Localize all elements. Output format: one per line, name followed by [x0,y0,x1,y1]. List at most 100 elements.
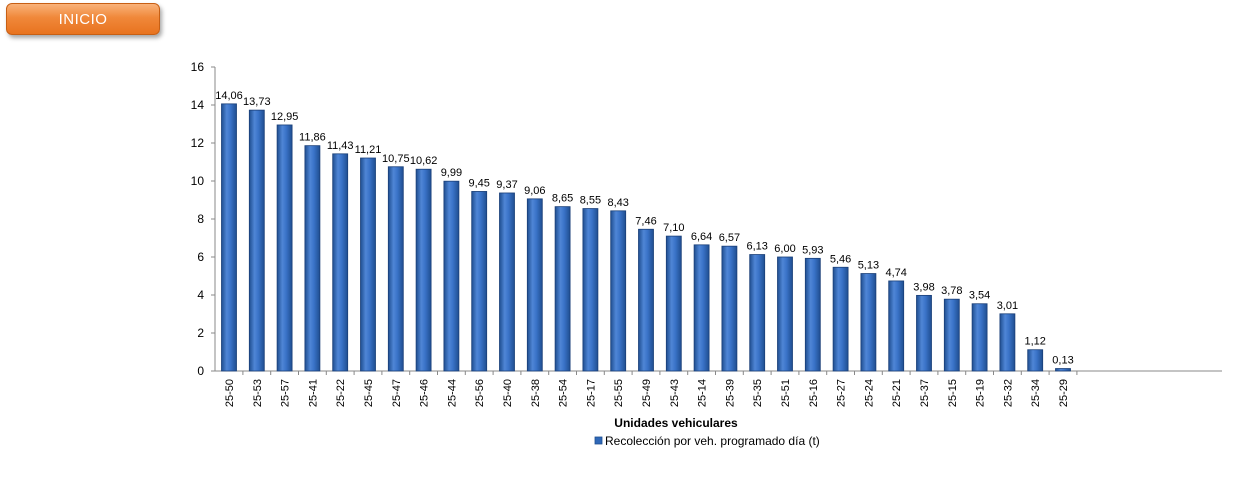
data-label: 10,62 [410,155,438,167]
bar [971,303,988,372]
data-label: 4,74 [885,267,906,279]
x-tick-label: 25-32 [1002,379,1014,407]
x-tick-label: 25-14 [697,379,709,407]
data-label: 3,01 [997,300,1018,312]
x-tick-label: 25-41 [307,379,319,407]
data-label: 9,45 [468,177,489,189]
bar [638,228,654,372]
data-label: 6,13 [746,241,767,253]
data-label: 0,13 [1052,355,1073,367]
bar [276,124,293,372]
x-tick-label: 25-16 [808,379,820,407]
bar [916,294,932,372]
data-label: 5,13 [858,260,879,272]
data-label: 12,95 [271,111,299,123]
data-label: 8,55 [580,195,601,207]
bar [777,256,793,372]
bar [860,273,877,372]
data-label: 9,99 [441,167,462,179]
legend-label: Recolección por veh. programado día (t) [605,434,820,448]
data-label: 11,43 [327,140,354,152]
x-tick-label: 25-46 [419,379,431,407]
x-tick-label: 25-55 [613,379,625,407]
x-tick-label: 25-51 [780,379,792,407]
x-tick-label: 25-35 [752,379,764,407]
bar [415,168,432,372]
bar [471,191,488,372]
bar [1055,368,1071,372]
bar [248,109,265,372]
bar [443,180,460,372]
data-label: 10,75 [382,153,410,165]
x-tick-label: 25-43 [669,379,681,407]
data-label: 7,46 [635,215,656,227]
legend: Recolección por veh. programado día (t) [594,434,820,448]
bars-group [221,103,1071,372]
data-label: 11,21 [355,144,382,156]
x-tick-label: 25-57 [280,379,292,407]
bar [999,313,1016,372]
x-tick-label: 25-56 [474,379,486,407]
x-tick-label: 25-34 [1030,379,1042,407]
x-tick-label: 25-19 [975,379,987,407]
data-label: 11,86 [299,132,326,144]
x-tick-label: 25-22 [335,379,347,407]
inicio-button[interactable]: INICIO [6,3,160,35]
bar [554,206,571,372]
data-label: 1,12 [1024,336,1045,348]
x-tick-label: 25-24 [863,379,875,407]
bar [332,153,349,372]
data-label: 14,06 [215,90,243,102]
x-tick-label: 25-37 [919,379,931,407]
x-tick-label: 25-27 [836,379,848,407]
y-tick-label: 14 [191,98,205,112]
bar [665,235,682,372]
bar [610,210,627,372]
x-tick-label: 25-15 [947,379,959,407]
x-tick-label: 25-39 [724,379,736,407]
bar [693,244,710,372]
bar [943,298,960,372]
y-tick-label: 12 [191,136,205,150]
y-tick-label: 6 [197,250,204,264]
data-label: 9,37 [496,179,517,191]
y-tick-label: 16 [191,60,205,74]
bar [304,145,321,372]
data-label: 6,64 [691,231,712,243]
data-label: 8,65 [552,193,573,205]
data-label: 13,73 [243,96,271,108]
data-label: 7,10 [663,222,684,234]
bar [1027,349,1044,372]
data-label: 9,06 [524,185,545,197]
x-tick-label: 25-29 [1058,379,1070,407]
legend-swatch [594,436,603,445]
x-tick-label: 25-49 [641,379,653,407]
y-tick-label: 2 [197,326,204,340]
data-label: 5,46 [830,253,851,265]
bar [582,208,599,372]
x-tick-label: 25-45 [363,379,375,407]
x-axis-ticks: 25-50 25-53 25-57 25-41 25-22 25-45 25-47 25-46… [224,371,1078,407]
bar [526,198,543,372]
bar [832,266,849,372]
data-label: 6,57 [719,232,740,244]
data-label: 3,78 [941,285,962,297]
x-tick-label: 25-21 [891,379,903,407]
y-tick-label: 8 [197,212,204,226]
y-axis-ticks: 0 2 4 6 8 10 12 14 16 [191,60,215,378]
bar [221,103,237,372]
x-tick-label: 25-40 [502,379,514,407]
bar [804,257,821,372]
data-label: 5,93 [802,244,823,256]
y-tick-label: 4 [197,288,204,302]
x-tick-label: 25-47 [391,379,403,407]
x-axis-title: Unidades vehiculares [614,416,738,430]
y-tick-label: 10 [191,174,205,188]
bar [387,166,404,372]
x-tick-label: 25-50 [224,379,236,407]
x-tick-label: 25-17 [585,379,597,407]
x-tick-label: 25-54 [558,379,570,407]
data-label: 3,54 [969,290,990,302]
